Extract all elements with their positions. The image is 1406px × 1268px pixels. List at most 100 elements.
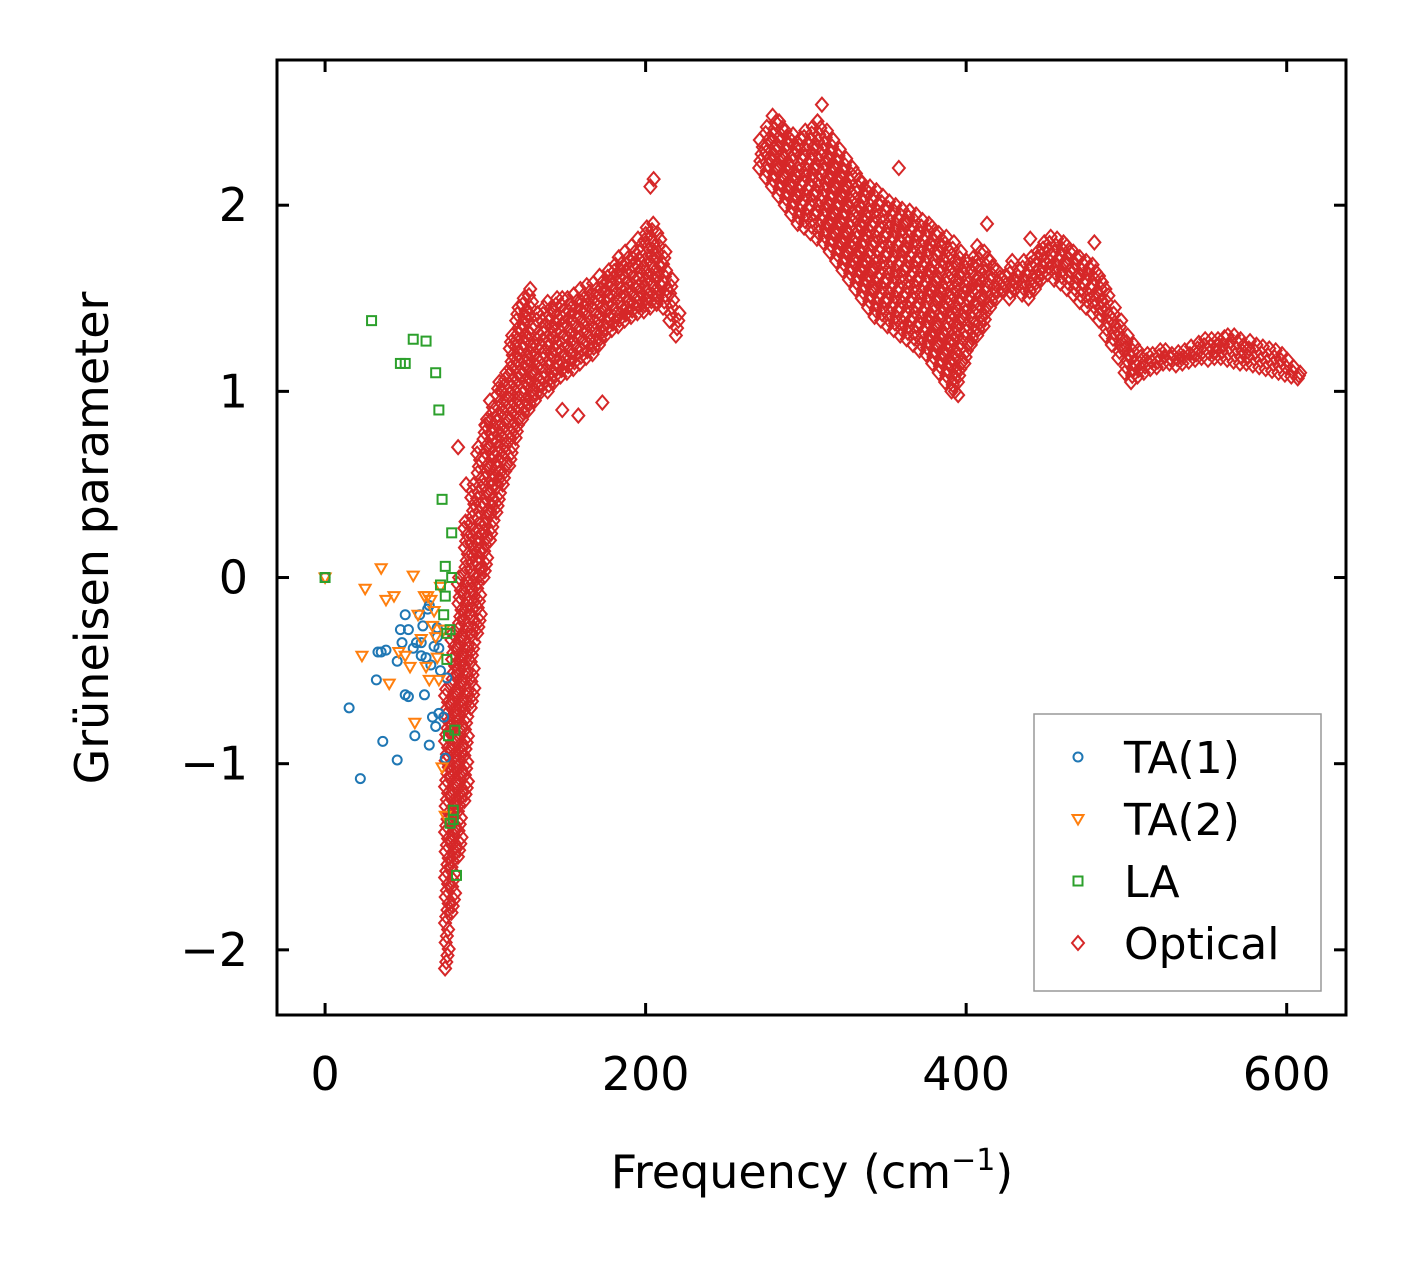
optical-point [1140, 345, 1155, 363]
optical-point [450, 438, 466, 456]
optical-point [1113, 312, 1129, 330]
optical-point [440, 784, 456, 802]
ta2-point [357, 583, 373, 597]
ta1-point [430, 720, 442, 732]
optical-point [440, 920, 456, 939]
x-tick-label: 600 [1243, 1047, 1331, 1101]
optical-point [479, 483, 494, 501]
optical-point [460, 753, 475, 771]
optical-point [950, 386, 966, 404]
optical-point [1078, 252, 1094, 270]
optical-point [1049, 230, 1065, 248]
optical-point [902, 202, 917, 220]
optical-point [672, 304, 687, 322]
optical-point [665, 271, 680, 289]
optical-point [524, 293, 540, 311]
y-tick-label: 0 [219, 551, 248, 605]
optical-point [658, 261, 674, 279]
optical-point [939, 228, 954, 246]
legend: TA(1) TA(2) LA Optical [1033, 713, 1322, 992]
optical-point [499, 456, 514, 474]
optical-point [778, 122, 793, 140]
optical-point [768, 113, 783, 131]
optical-point [460, 772, 476, 790]
ta2-point [425, 620, 440, 634]
la-point [420, 335, 432, 347]
optical-point [972, 244, 988, 262]
legend-marker-ta1 [1072, 751, 1084, 763]
ta2-point [378, 594, 394, 608]
optical-point [649, 224, 665, 242]
optical-point [453, 581, 469, 600]
optical-point [441, 894, 457, 913]
optical-point [832, 140, 848, 158]
optical-point [1066, 243, 1081, 261]
optical-point [979, 215, 995, 233]
optical-point [1062, 243, 1078, 261]
optical-point [953, 243, 969, 261]
optical-point [453, 763, 469, 781]
la-point [446, 527, 458, 539]
optical-point [554, 289, 570, 307]
optical-point [915, 211, 930, 229]
la-point [433, 404, 445, 416]
ta1-point [402, 691, 414, 703]
ta2-point [422, 674, 437, 688]
la-point [319, 572, 331, 584]
optical-point [570, 407, 586, 425]
optical-point [1220, 326, 1236, 345]
optical-point [440, 875, 456, 893]
ta2-point [391, 646, 407, 660]
la-point [444, 624, 456, 636]
ta2-point [426, 606, 442, 619]
optical-point [848, 165, 864, 183]
optical-point [479, 549, 495, 567]
optical-point [652, 231, 668, 249]
optical-point [1233, 330, 1248, 348]
ta2-point [414, 633, 429, 647]
optical-point [855, 174, 870, 192]
optical-point [845, 159, 860, 177]
optical-point [931, 224, 947, 242]
optical-point [924, 219, 940, 237]
optical-point [447, 819, 462, 837]
optical-point [579, 276, 595, 294]
optical-point [543, 299, 558, 317]
optical-point [838, 150, 854, 168]
optical-point [595, 393, 610, 412]
optical-point [1069, 249, 1084, 267]
legend-marker-la [1072, 875, 1084, 887]
optical-point [1075, 255, 1091, 273]
ta2-point [428, 632, 443, 645]
la-point [442, 730, 454, 742]
optical-point [1107, 299, 1123, 317]
optical-point [1085, 256, 1100, 274]
optical-point [927, 316, 943, 334]
ta2-point [418, 661, 434, 675]
ta1-point [409, 730, 421, 742]
legend-label-ta1: TA(1) [1123, 733, 1240, 784]
optical-point [1130, 341, 1146, 359]
optical-point [516, 289, 532, 307]
x-tick-label: 0 [310, 1047, 339, 1101]
ta1-point [399, 609, 411, 621]
optical-point [888, 196, 903, 214]
optical-point [554, 401, 570, 419]
optical-point [453, 627, 469, 645]
ta1-point [423, 739, 435, 751]
optical-point [473, 515, 489, 533]
optical-point [441, 940, 457, 958]
optical-point [1292, 364, 1308, 382]
optical-point [947, 253, 962, 271]
ta2-point [407, 717, 423, 731]
optical-point [472, 541, 488, 559]
optical-point [1120, 326, 1135, 345]
optical-point [453, 672, 469, 690]
optical-point [458, 475, 474, 493]
la-point [447, 814, 459, 826]
optical-point [869, 181, 884, 199]
ta1-point [370, 674, 382, 686]
la-point [446, 572, 458, 584]
